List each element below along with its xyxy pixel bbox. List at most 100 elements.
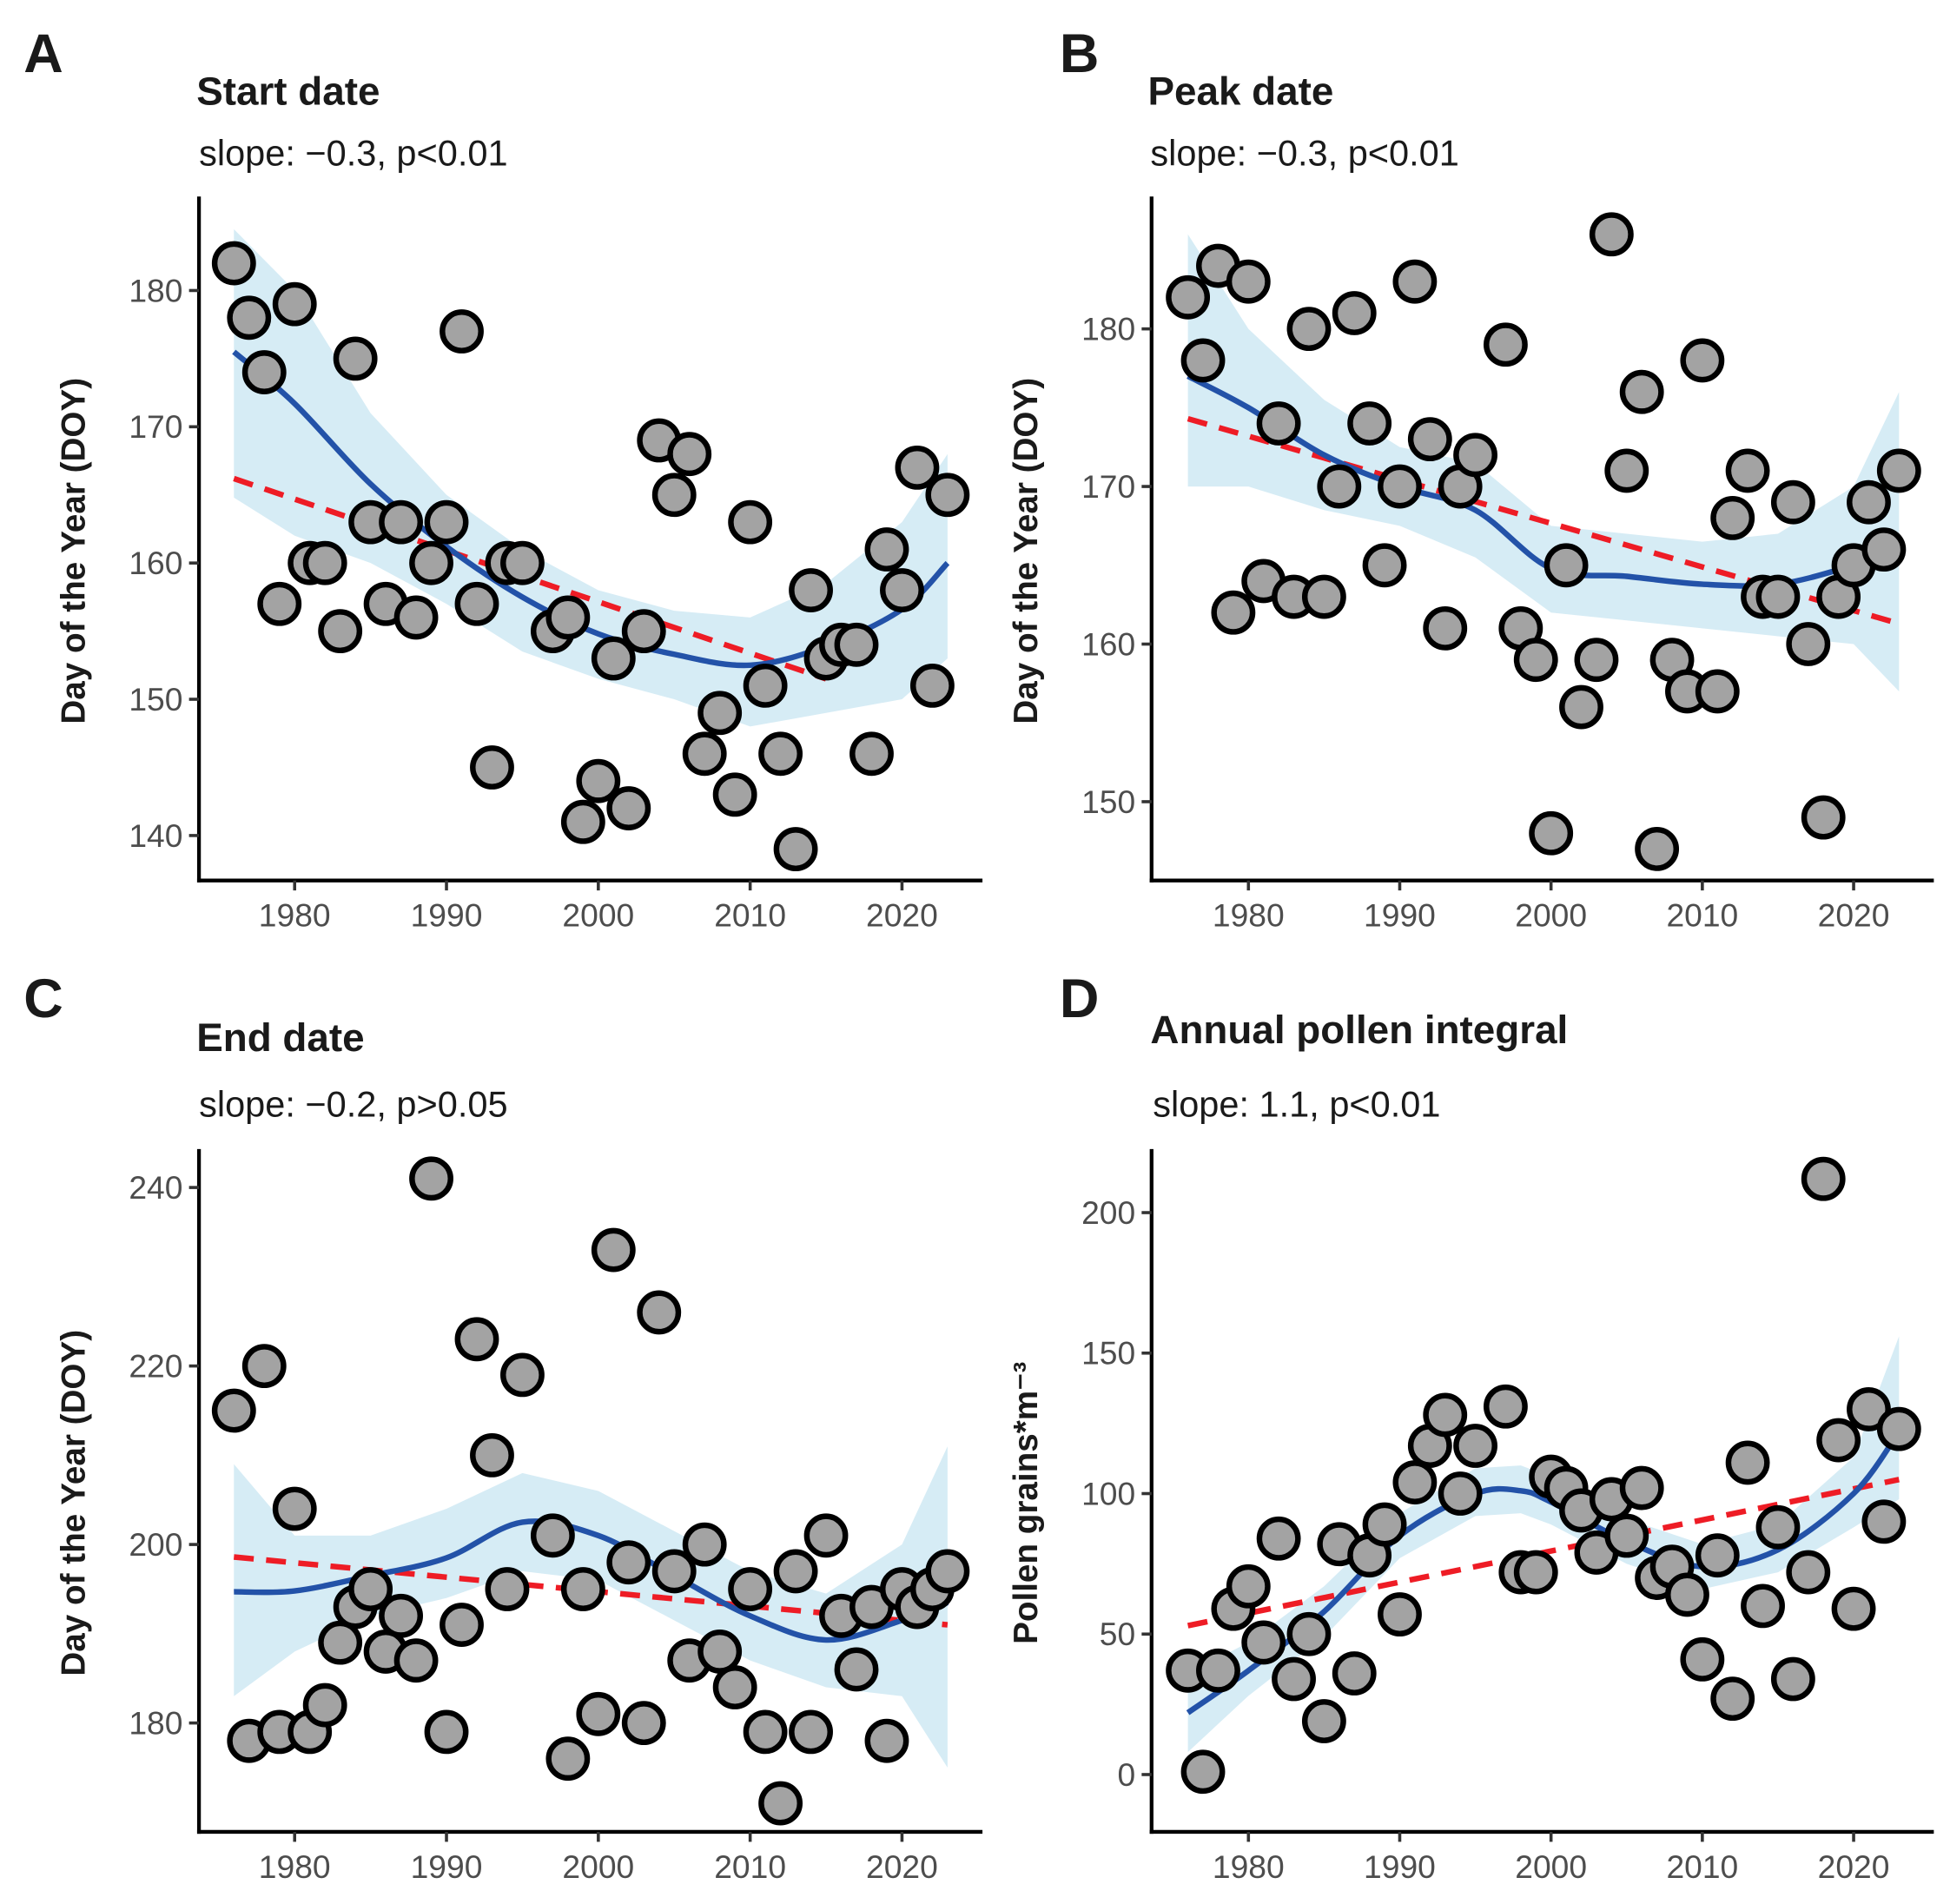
- y-tick-label: 150: [1081, 783, 1135, 820]
- y-tick-label: 240: [129, 1169, 182, 1206]
- x-tick-label: 2020: [866, 897, 938, 934]
- data-point: [1529, 810, 1574, 856]
- data-point: [1680, 338, 1725, 383]
- panel-a: A Start date slope: −0.3, p<0.01 Day of the…: [23, 23, 983, 934]
- data-point: [1695, 669, 1740, 714]
- x-tick-label: 2020: [1818, 897, 1890, 934]
- data-point: [1770, 1656, 1815, 1702]
- data-point: [379, 1593, 423, 1638]
- data-point: [1301, 574, 1346, 619]
- data-point: [1513, 638, 1558, 683]
- data-point: [1665, 1572, 1709, 1617]
- data-point: [530, 1513, 575, 1558]
- panel-label: D: [1060, 969, 1099, 1029]
- data-point: [712, 1665, 757, 1709]
- data-point: [424, 1709, 469, 1755]
- data-point: [1226, 259, 1271, 304]
- data-point: [1710, 1676, 1755, 1722]
- data-point: [1180, 338, 1226, 383]
- data-point: [728, 499, 773, 545]
- panel-b: B Peak date slope: −0.3, p<0.01 Day of the …: [1008, 23, 1934, 934]
- data-point: [621, 609, 666, 654]
- y-tick-label: 180: [129, 1704, 182, 1741]
- data-point: [409, 1156, 453, 1201]
- y-tick-label: 160: [1081, 625, 1135, 662]
- panel-title: Start date: [196, 69, 380, 113]
- data-point: [1332, 1651, 1377, 1696]
- panel-label: B: [1060, 23, 1099, 84]
- x-tick-label: 2010: [714, 897, 786, 934]
- data-point: [1484, 322, 1528, 367]
- x-tick-label: 2010: [1666, 1848, 1738, 1885]
- data-point: [500, 1352, 545, 1398]
- data-point: [318, 609, 363, 654]
- y-axis-label: Day of the Year (DOY): [55, 378, 92, 724]
- data-point: [728, 1567, 773, 1611]
- data-point: [909, 663, 955, 708]
- data-point: [895, 445, 940, 490]
- data-point: [393, 1638, 439, 1683]
- x-tick-label: 2000: [1515, 897, 1587, 934]
- data-point: [470, 745, 514, 790]
- data-point: [576, 1691, 621, 1736]
- data-point: [1166, 274, 1211, 320]
- y-tick-label: 180: [1081, 311, 1135, 347]
- data-point: [743, 1709, 788, 1755]
- data-point: [211, 241, 256, 286]
- panel-d: D Annual pollen integral slope: 1.1, p<0.0…: [1008, 969, 1934, 1885]
- data-point: [1770, 479, 1815, 525]
- data-point: [1543, 543, 1589, 588]
- data-point: [606, 786, 651, 830]
- data-point: [241, 1344, 287, 1389]
- data-point: [1604, 448, 1649, 493]
- data-point: [1317, 464, 1362, 509]
- data-point: [651, 1549, 697, 1594]
- panel-subtitle: slope: 1.1, p<0.01: [1153, 1084, 1440, 1125]
- data-point: [1453, 1424, 1497, 1468]
- data-point: [789, 568, 833, 612]
- y-axis-label: Day of the Year (DOY): [55, 1330, 92, 1676]
- data-point: [682, 1522, 727, 1567]
- data-point: [1392, 1460, 1438, 1504]
- x-tick-label: 1990: [411, 1848, 483, 1885]
- data-point: [1725, 448, 1770, 493]
- x-tick-label: 1990: [411, 897, 483, 934]
- data-point: [576, 758, 621, 803]
- data-point: [1755, 1504, 1801, 1550]
- data-point: [1861, 527, 1907, 572]
- data-point: [849, 731, 894, 777]
- data-point: [591, 636, 636, 681]
- y-axis-label: Pollen grains*m⁻³: [1008, 1361, 1045, 1643]
- panel-title: End date: [196, 1015, 364, 1060]
- data-point: [1392, 259, 1438, 304]
- data-point: [1378, 464, 1422, 509]
- y-tick-label: 160: [129, 545, 182, 581]
- data-point: [1741, 1583, 1785, 1629]
- data-point: [1574, 638, 1619, 683]
- data-point: [545, 595, 591, 640]
- data-point: [682, 731, 727, 777]
- data-point: [1180, 1749, 1226, 1795]
- y-tick-label: 140: [129, 817, 182, 854]
- data-point: [318, 1620, 363, 1665]
- data-point: [712, 772, 757, 817]
- data-point: [1484, 1384, 1528, 1429]
- x-tick-label: 2000: [562, 897, 634, 934]
- panel-label: C: [23, 969, 63, 1029]
- x-tick-label: 2000: [562, 1848, 634, 1885]
- data-point: [560, 1567, 605, 1611]
- data-point: [1286, 1611, 1332, 1656]
- data-point: [1272, 1656, 1316, 1702]
- data-point: [272, 281, 317, 327]
- data-point: [1801, 795, 1846, 840]
- data-point: [1453, 433, 1497, 478]
- data-point: [454, 581, 499, 626]
- data-point: [651, 473, 697, 518]
- data-point: [409, 540, 453, 585]
- data-point: [241, 350, 287, 394]
- data-point: [1513, 1550, 1558, 1595]
- panel-subtitle: slope: −0.3, p<0.01: [199, 132, 507, 173]
- panel-subtitle: slope: −0.3, p<0.01: [1150, 132, 1458, 173]
- data-point: [1635, 826, 1680, 871]
- data-point: [925, 473, 970, 518]
